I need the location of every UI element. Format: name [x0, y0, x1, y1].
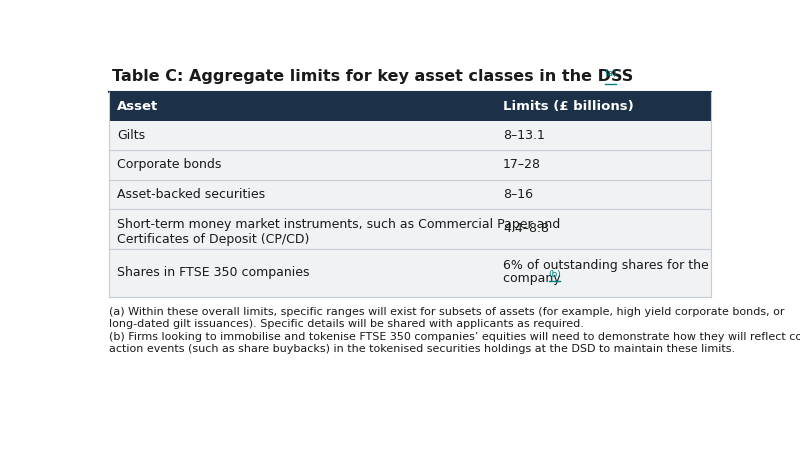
- Text: Gilts: Gilts: [117, 129, 145, 142]
- Text: company: company: [503, 272, 565, 285]
- Text: 6% of outstanding shares for the: 6% of outstanding shares for the: [503, 259, 709, 272]
- Text: Shares in FTSE 350 companies: Shares in FTSE 350 companies: [117, 266, 310, 279]
- Text: (b): (b): [549, 271, 562, 279]
- Text: 8–13.1: 8–13.1: [503, 129, 545, 142]
- Text: 17–28: 17–28: [503, 159, 541, 171]
- Bar: [110, 180, 710, 209]
- Text: Limits (£ billions): Limits (£ billions): [503, 100, 634, 113]
- Bar: [110, 209, 710, 249]
- Text: Asset: Asset: [117, 100, 158, 113]
- Text: Short-term money market instruments, such as Commercial Paper and
Certificates o: Short-term money market instruments, suc…: [117, 218, 560, 246]
- Bar: [110, 249, 710, 297]
- Text: (b) Firms looking to immobilise and tokenise FTSE 350 companies’ equities will n: (b) Firms looking to immobilise and toke…: [110, 332, 800, 354]
- Text: Asset-backed securities: Asset-backed securities: [117, 188, 265, 201]
- Bar: [110, 150, 710, 180]
- Text: 4.4–8.8: 4.4–8.8: [503, 223, 549, 235]
- Bar: [110, 92, 710, 121]
- Text: 8–16: 8–16: [503, 188, 533, 201]
- Bar: [110, 121, 710, 150]
- Text: Table C: Aggregate limits for key asset classes in the DSS: Table C: Aggregate limits for key asset …: [112, 69, 633, 84]
- Text: (a): (a): [605, 69, 617, 78]
- Text: Corporate bonds: Corporate bonds: [117, 159, 222, 171]
- Text: (a) Within these overall limits, specific ranges will exist for subsets of asset: (a) Within these overall limits, specifi…: [110, 308, 785, 329]
